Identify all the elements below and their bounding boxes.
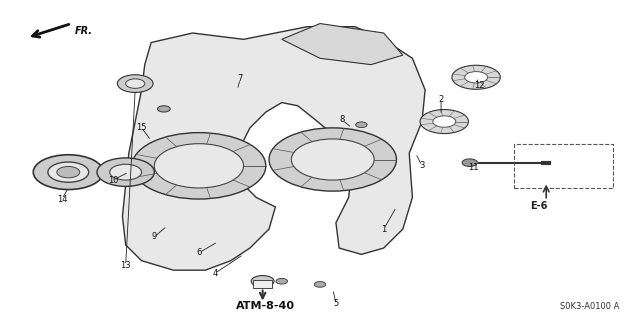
Text: 13: 13 — [120, 261, 131, 270]
Circle shape — [132, 133, 266, 199]
Circle shape — [57, 167, 80, 178]
Bar — [515, 144, 613, 188]
Circle shape — [462, 159, 477, 167]
Text: 7: 7 — [237, 74, 243, 83]
Circle shape — [276, 278, 287, 284]
Text: 5: 5 — [333, 299, 339, 308]
Text: 8: 8 — [340, 115, 345, 124]
Circle shape — [125, 79, 145, 88]
Text: 3: 3 — [419, 161, 425, 170]
Circle shape — [251, 276, 274, 287]
Circle shape — [157, 106, 170, 112]
Circle shape — [465, 71, 488, 83]
Text: S0K3-A0100 A: S0K3-A0100 A — [560, 302, 620, 311]
Text: 15: 15 — [136, 123, 147, 132]
Circle shape — [356, 122, 367, 128]
Circle shape — [291, 139, 374, 180]
Text: 9: 9 — [152, 233, 157, 241]
Text: 10: 10 — [108, 175, 118, 185]
Circle shape — [154, 144, 244, 188]
Circle shape — [433, 116, 456, 127]
Text: 14: 14 — [57, 195, 67, 204]
Text: 2: 2 — [438, 95, 444, 104]
Text: FR.: FR. — [75, 26, 93, 36]
Circle shape — [314, 282, 326, 287]
Circle shape — [97, 158, 154, 186]
Polygon shape — [122, 27, 425, 270]
Circle shape — [117, 75, 153, 93]
Text: 11: 11 — [468, 163, 478, 172]
Polygon shape — [282, 24, 403, 65]
Circle shape — [269, 128, 396, 191]
Text: E-6: E-6 — [531, 201, 548, 211]
Text: 4: 4 — [212, 269, 218, 278]
Circle shape — [452, 65, 500, 89]
Text: 12: 12 — [474, 81, 484, 90]
Circle shape — [420, 109, 468, 134]
Text: ATM-8-40: ATM-8-40 — [236, 301, 295, 311]
Bar — [253, 280, 272, 287]
Circle shape — [48, 162, 89, 182]
Text: 1: 1 — [381, 225, 387, 234]
Circle shape — [33, 155, 103, 189]
Text: 6: 6 — [196, 248, 202, 257]
Circle shape — [109, 164, 141, 180]
